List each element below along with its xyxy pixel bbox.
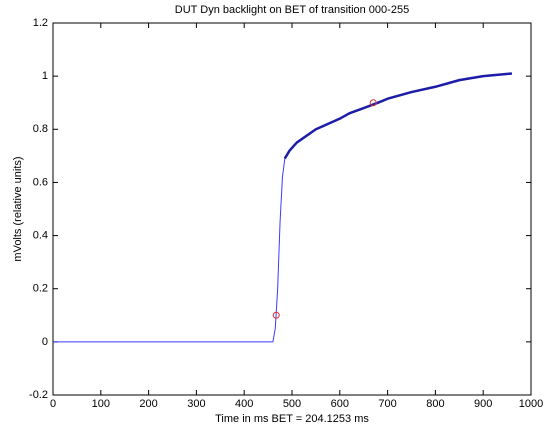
x-tick-label: 1000	[519, 398, 543, 410]
x-tick-label: 600	[331, 398, 349, 410]
marker	[369, 99, 377, 107]
y-tick-label: 0.2	[33, 283, 48, 295]
y-tick-label: 1.2	[33, 17, 48, 29]
y-tick-label: 0.8	[33, 123, 48, 135]
x-tick-label: 200	[139, 398, 157, 410]
x-tick-label: 100	[92, 398, 110, 410]
data-line	[283, 72, 512, 160]
y-tick-label: 0.6	[33, 176, 48, 188]
y-tick-label: -0.2	[29, 389, 48, 401]
plot-frame	[52, 22, 532, 396]
x-tick-label: 900	[474, 398, 492, 410]
y-axis-label: mVolts (relative units)	[12, 156, 24, 261]
x-tick-label: 800	[426, 398, 444, 410]
x-tick-label: 400	[235, 398, 253, 410]
marker	[272, 311, 280, 319]
x-tick-label: 0	[50, 398, 56, 410]
y-tick-label: 0	[42, 336, 48, 348]
y-tick-label: 0.4	[33, 229, 48, 241]
x-axis-label: Time in ms BET = 204.1253 ms	[215, 413, 369, 425]
x-tick-label: 300	[187, 398, 205, 410]
chart-title: DUT Dyn backlight on BET of transition 0…	[175, 4, 409, 16]
y-tick-label: 1	[42, 70, 48, 82]
x-tick-label: 700	[378, 398, 396, 410]
x-tick-label: 500	[283, 398, 301, 410]
